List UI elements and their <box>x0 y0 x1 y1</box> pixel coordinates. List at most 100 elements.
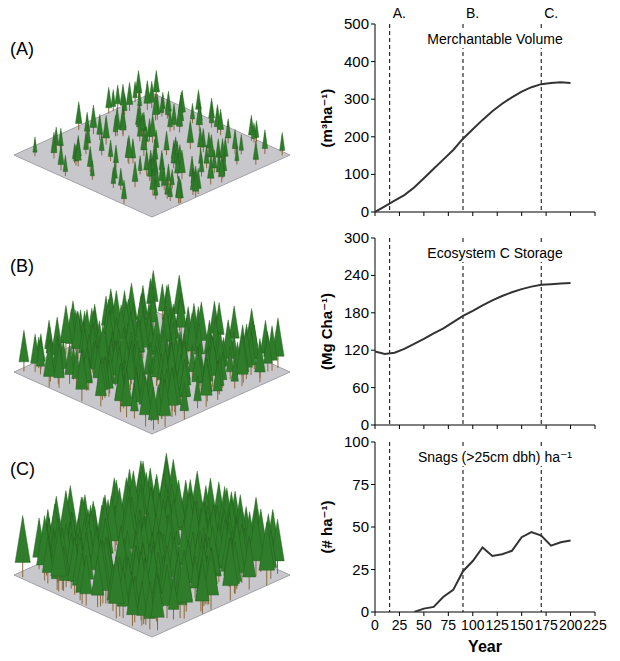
chart-title: Merchantable Volume <box>427 31 563 47</box>
x-tick <box>595 612 596 616</box>
tree-crown <box>127 578 139 615</box>
tree-crown <box>109 556 124 604</box>
tree-crown <box>126 135 133 157</box>
tree-crown <box>51 527 67 576</box>
y-tick <box>371 136 375 137</box>
tree-crown <box>200 358 212 395</box>
figure: (A)(B)(C)0100200300400500A.B.C.Merchanta… <box>0 0 620 661</box>
y-tick-label: 200 <box>344 128 369 145</box>
x-tick <box>399 212 400 216</box>
x-tick-label: 200 <box>559 617 583 633</box>
tree-crown <box>204 145 209 163</box>
y-tick <box>371 527 375 528</box>
tree-crown <box>113 145 118 163</box>
reference-label: C. <box>544 5 558 21</box>
x-tick <box>570 425 571 429</box>
tree-crown <box>90 105 97 128</box>
reference-line <box>389 442 390 612</box>
tree-crown <box>148 387 158 420</box>
tree-crown <box>138 156 142 171</box>
line-chart: 02550751000255075100125150175200225Snags… <box>318 433 607 655</box>
tree-crown <box>113 115 118 131</box>
tree-crown <box>75 139 81 160</box>
y-tick <box>371 350 375 351</box>
tree-crown <box>193 171 199 191</box>
x-tick-label: 150 <box>510 617 534 633</box>
tree-crown <box>19 330 29 362</box>
x-tick-label: 25 <box>392 617 408 633</box>
x-axis <box>375 212 595 213</box>
tree-crown <box>84 112 90 131</box>
tree-crown <box>80 555 92 594</box>
y-tick-label: 300 <box>344 229 369 246</box>
tree-crown <box>176 105 182 126</box>
x-tick <box>521 212 522 216</box>
chart-title: Ecosystem C Storage <box>427 245 563 261</box>
tree-crown <box>168 110 173 127</box>
tree-crown <box>162 168 167 185</box>
y-axis-title: (Mg Cha⁻¹) <box>318 293 335 370</box>
y-tick <box>371 387 375 388</box>
panel-letter: (A) <box>10 39 34 59</box>
x-tick-label: 100 <box>461 617 485 633</box>
tree-crown <box>253 141 258 160</box>
reference-line <box>463 24 464 212</box>
x-tick <box>375 212 376 216</box>
x-tick-label: 225 <box>583 617 607 633</box>
y-tick-label: 0 <box>361 603 369 620</box>
x-tick-label: 0 <box>371 617 379 633</box>
tree-crown <box>179 150 186 173</box>
tree-crown <box>144 81 151 104</box>
tree-crown <box>95 361 106 396</box>
y-tick-label: 240 <box>344 266 369 283</box>
plot-area <box>375 283 571 354</box>
tree-crown <box>176 177 182 198</box>
plot-area <box>414 532 570 612</box>
x-tick <box>521 612 522 616</box>
x-tick <box>423 612 424 616</box>
y-tick <box>371 99 375 100</box>
tree-crown <box>207 156 214 178</box>
x-axis <box>375 425 595 426</box>
reference-line <box>389 238 390 425</box>
y-tick <box>371 212 375 213</box>
tree-crown <box>103 115 110 138</box>
tree-crown <box>212 150 217 168</box>
x-tick <box>472 425 473 429</box>
x-axis-title: Year <box>468 638 502 655</box>
x-tick <box>497 425 498 429</box>
x-tick <box>448 612 449 616</box>
tree-crown <box>264 335 273 363</box>
x-tick <box>595 425 596 429</box>
tree-crown <box>225 119 231 138</box>
x-tick <box>546 212 547 216</box>
tree-crown <box>147 159 152 176</box>
chart-title: Snags (>25cm dbh) ha⁻¹ <box>418 449 572 465</box>
y-tick-label: 0 <box>361 203 369 220</box>
y-tick <box>371 275 375 276</box>
y-axis <box>375 24 376 212</box>
x-tick <box>497 612 498 616</box>
tree-crown <box>160 97 164 112</box>
tree-crown <box>58 144 64 164</box>
x-tick <box>399 612 400 616</box>
stand-image <box>14 453 290 637</box>
panel-letter: (C) <box>10 459 35 479</box>
line-chart: 060120180240300Ecosystem C Storage(Mg Ch… <box>318 229 595 433</box>
tree-crown <box>223 538 238 586</box>
tree-crown <box>121 180 126 199</box>
y-tick <box>371 484 375 485</box>
data-line <box>414 532 570 612</box>
tree-crown <box>97 114 103 134</box>
tree-crown <box>262 130 267 149</box>
y-tick-label: 180 <box>344 304 369 321</box>
tree-crown <box>197 127 203 147</box>
stand-image <box>14 270 290 434</box>
x-tick <box>423 212 424 216</box>
reference-line <box>541 24 542 212</box>
line-chart: 0100200300400500A.B.C.Merchantable Volum… <box>318 5 595 220</box>
tree-crown <box>118 168 123 185</box>
reference-line <box>463 238 464 425</box>
x-tick <box>546 425 547 429</box>
tree-crown <box>196 559 209 600</box>
